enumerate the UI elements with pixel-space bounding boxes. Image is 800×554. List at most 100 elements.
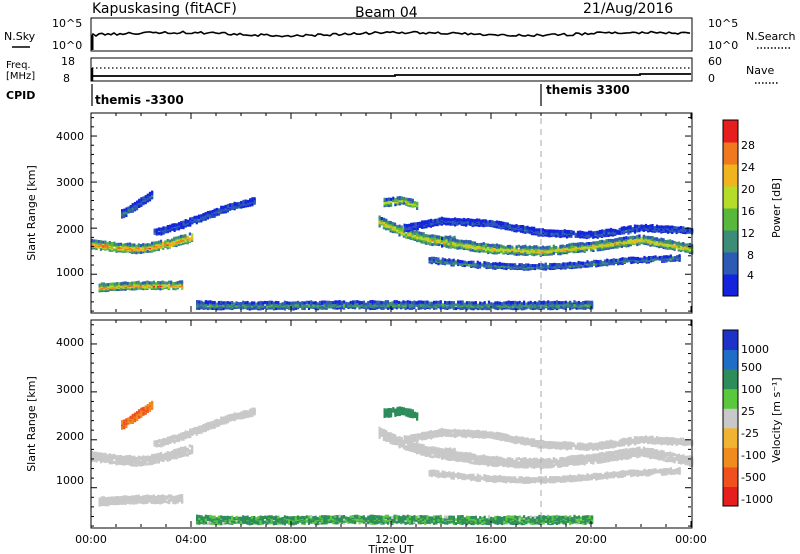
power-echo-cell <box>658 225 661 229</box>
power-echo-cell <box>179 238 183 242</box>
power-echo-cell <box>638 241 641 245</box>
power-echo-cell <box>166 225 169 228</box>
power-echo-cell <box>369 300 372 304</box>
power-echo-cell <box>502 221 505 225</box>
power-echo-cell <box>398 199 401 203</box>
power-echo-cell <box>647 227 650 231</box>
power-echo-cell <box>407 199 410 203</box>
power-echo-cell <box>204 213 207 217</box>
power-echo-cell <box>115 288 119 291</box>
power-echo-cell <box>504 247 507 251</box>
power-echo-cell <box>631 238 634 242</box>
power-echo-cell <box>526 249 529 253</box>
power-echo-cell <box>413 201 416 205</box>
power-echo-cell <box>457 259 460 263</box>
power-echo-cell <box>564 305 567 309</box>
power-echo-cell <box>570 230 573 233</box>
power-echo-cell <box>125 211 128 215</box>
power-echo-cell <box>211 300 214 304</box>
power-echo-cell <box>664 243 667 247</box>
power-echo-cell <box>484 243 488 247</box>
power-echo-cell <box>197 217 201 221</box>
power-echo-cell <box>546 250 549 254</box>
power-echo-cell <box>542 263 545 267</box>
power-echo-cell <box>135 251 138 255</box>
power-echo-cell <box>625 257 629 261</box>
power-echo-cell <box>605 230 608 234</box>
power-echo-cell <box>246 300 249 304</box>
power-echo-cell <box>367 303 370 307</box>
power-echo-cell <box>500 226 503 230</box>
power-echo-cell <box>554 229 558 233</box>
power-echo-cell <box>396 196 399 200</box>
power-echo-cell <box>536 264 539 268</box>
power-echo-cell <box>544 303 548 306</box>
power-echo-cell <box>669 246 672 250</box>
power-echo-cell <box>405 202 408 205</box>
power-echo-cell <box>119 242 123 246</box>
power-echo-cell <box>168 243 171 247</box>
power-echo-cell <box>171 223 174 227</box>
power-echo-cell <box>382 217 386 221</box>
power-echo-cell <box>491 220 494 224</box>
power-echo-cell <box>502 245 505 249</box>
power-echo-cell <box>447 245 450 249</box>
power-echo-cell <box>468 303 471 307</box>
power-echo-cell <box>166 228 169 232</box>
power-echo-cell <box>175 236 178 240</box>
power-echo-cell <box>191 233 194 237</box>
power-echo-cell <box>332 301 335 305</box>
power-echo-cell <box>583 247 586 251</box>
power-echo-cell <box>489 263 493 266</box>
power-echo-cell <box>479 306 482 310</box>
power-echo-cell <box>598 240 602 244</box>
power-echo-cell <box>559 231 562 235</box>
power-echo-cell <box>627 236 630 240</box>
power-echo-cell <box>487 300 491 304</box>
power-echo-cell <box>552 244 555 248</box>
power-echo-cell <box>473 246 477 250</box>
power-echo-cell <box>296 300 300 304</box>
power-echo-cell <box>452 238 455 242</box>
power-echo-cell <box>458 218 461 222</box>
power-echo-cell <box>371 301 374 305</box>
power-echo-cell <box>612 239 615 242</box>
power-echo-cell <box>458 244 461 248</box>
power-echo-cell <box>177 222 181 226</box>
power-echo-cell <box>651 226 654 230</box>
power-echo-cell <box>631 235 634 239</box>
power-echo-cell <box>446 305 449 309</box>
power-echo-cell <box>179 236 183 240</box>
power-echo-cell <box>204 212 207 216</box>
power-echo-cell <box>448 259 451 263</box>
power-echo-cell <box>209 300 212 304</box>
power-echo-cell <box>99 245 103 249</box>
power-echo-cell <box>157 283 160 287</box>
power-echo-cell <box>196 300 199 303</box>
power-echo-cell <box>546 264 550 268</box>
nave-label: Nave <box>746 64 774 77</box>
power-echo-cell <box>264 305 267 309</box>
power-echo-cell <box>447 237 450 241</box>
power-echo-cell <box>384 304 387 308</box>
power-echo-cell <box>527 265 530 269</box>
power-echo-cell <box>288 305 291 309</box>
power-echo-cell <box>176 281 179 285</box>
power-echo-cell <box>686 243 689 247</box>
power-echo-cell <box>500 244 503 248</box>
power-echo-cell <box>106 241 109 245</box>
power-echo-cell <box>159 241 163 245</box>
power-echo-cell <box>325 300 328 304</box>
power-echo-cell <box>411 306 414 310</box>
power-echo-cell <box>159 287 162 291</box>
cpid-segment-2: themis 3300 <box>546 83 630 97</box>
power-echo-cell <box>612 260 615 264</box>
beam-title: Beam 04 <box>355 5 418 21</box>
power-echo-cell <box>397 303 401 307</box>
power-echo-cell <box>542 300 545 304</box>
power-echo-cell <box>217 305 221 309</box>
power-echo-cell <box>406 300 409 304</box>
power-echo-cell <box>504 249 507 253</box>
power-echo-cell <box>469 220 472 224</box>
power-echo-cell <box>384 300 387 304</box>
